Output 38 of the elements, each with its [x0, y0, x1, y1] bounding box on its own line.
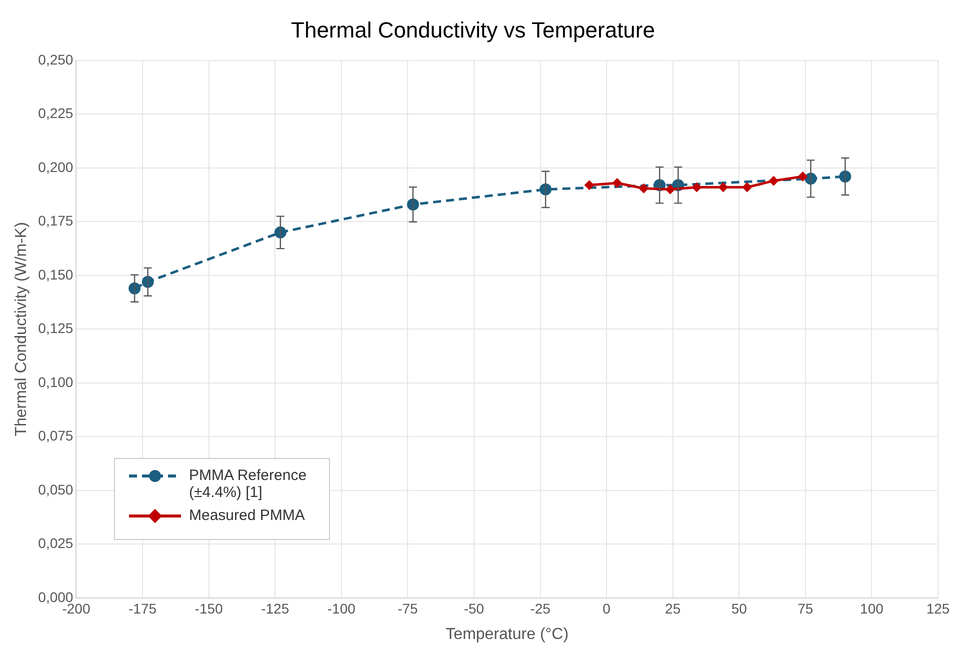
point [742, 182, 752, 192]
x-tick-label: -25 [530, 600, 551, 616]
point [584, 180, 594, 190]
x-axis-title: Temperature (°C) [446, 626, 569, 643]
y-tick-label: 0,125 [38, 320, 74, 336]
point [718, 182, 728, 192]
x-tick-label: 50 [731, 600, 748, 616]
y-tick-label: 0,000 [38, 588, 74, 605]
x-tick-label: 75 [798, 600, 814, 616]
point [612, 178, 622, 188]
x-tick-label: -150 [194, 600, 224, 616]
y-axis-title: Thermal Conductivity (W/m-K) [13, 222, 30, 436]
x-tick-label: -75 [398, 600, 418, 616]
point [798, 172, 808, 182]
y-tick-label: 0,100 [38, 374, 74, 390]
x-tick-label: 25 [665, 600, 681, 616]
x-tick-label: -175 [128, 600, 157, 616]
x-tick-label: 0 [602, 600, 611, 616]
chart-title: Thermal Conductivity vs Temperature [291, 17, 655, 42]
legend-label: Measured PMMA [189, 507, 305, 524]
y-tick-label: 0,250 [38, 51, 74, 68]
y-tick-label: 0,175 [38, 212, 74, 229]
y-tick-label: 0,225 [38, 105, 74, 122]
point [692, 182, 702, 192]
y-tick-label: 0,200 [38, 158, 74, 175]
point [768, 176, 779, 186]
point [665, 184, 676, 194]
x-tick-label: -100 [327, 600, 356, 616]
y-tick-label: 0,050 [38, 481, 74, 498]
y-tick-label: 0,150 [38, 266, 74, 282]
x-tick-label: -125 [261, 600, 290, 616]
y-tick-label: 0,075 [38, 428, 74, 444]
legend-label: PMMA Reference (±4.4%) [1] [189, 467, 308, 501]
x-tick-label: -50 [464, 600, 484, 616]
y-tick-label: 0,025 [38, 535, 74, 552]
x-tick-label: 100 [860, 600, 884, 616]
point [638, 183, 649, 194]
x-tick-label: 125 [926, 600, 950, 616]
